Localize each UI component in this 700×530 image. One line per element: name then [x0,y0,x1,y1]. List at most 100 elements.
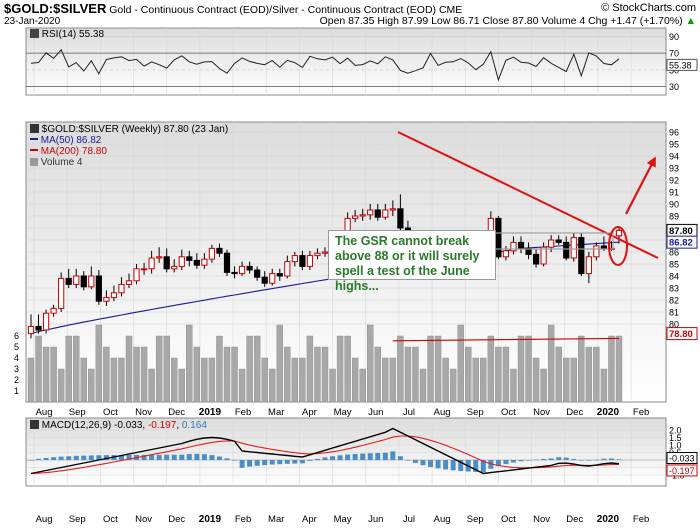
month-label-bottom-price: Sep [69,407,86,418]
macd-histogram-bar [164,454,170,460]
price-tick-label: 83 [669,284,679,294]
candle-body [103,297,110,302]
month-label-bottom-price: Feb [633,407,649,418]
candle-body [502,250,510,258]
volume-bar [487,335,495,403]
volume-bar [148,368,155,403]
rsi-legend: RSI(14) 55.38 [30,29,104,40]
month-label-bottom-price: Aug [36,407,53,418]
month-label-bottom-price: 2020 [597,407,620,418]
volume-bar [118,357,125,403]
month-label-bottom-macd: Aug [36,514,53,525]
price-tick-label: 93 [669,164,679,174]
macd-histogram-bar [548,458,554,460]
volume-bar [547,324,555,403]
macd-histogram-bar [292,460,298,464]
month-label-bottom-price: Jun [368,407,383,418]
volume-bar [480,357,487,403]
volume-bar [57,368,65,403]
volume-bar [502,346,510,403]
rsi-tick-label: 70 [669,49,679,59]
volume-bar [367,324,374,403]
month-label-bottom-price: May [334,407,352,418]
volume-tick-label: 4 [14,353,19,363]
volume-bar [419,368,427,403]
candle-body [284,261,291,277]
month-label-bottom-macd: Apr [302,514,317,525]
macd-histogram-bar [608,458,614,460]
month-label-bottom-macd: Sep [467,514,484,525]
annotation-box: The GSR cannot break above 88 or it will… [328,230,496,293]
candle-body [238,265,246,275]
month-label-bottom-price: Apr [302,407,317,418]
symbol-name: $GOLD:$SILVER [4,1,107,16]
candle-body [555,239,562,243]
month-label-bottom-price: Mar [268,407,284,418]
volume-bar [269,368,276,403]
price-tick-label: 85 [669,260,679,270]
macd-histogram-bar [473,460,479,472]
month-label-bottom-price: Nov [533,407,550,418]
volume-bar [35,335,42,403]
month-label-bottom-price: Nov [135,407,152,418]
rsi-line [30,48,620,82]
macd-histogram-bar [578,460,584,461]
candle-body [186,256,193,261]
month-label-bottom-macd: Feb [633,514,649,525]
macd-histogram-bar [171,454,177,460]
volume-bar [284,346,291,403]
candle-body [254,269,261,278]
macd-histogram-bar [450,460,456,471]
volume-bar [223,346,231,403]
rsi-value-tag-box [666,58,698,71]
macd-histogram-bar [149,454,155,460]
macd-histogram-bar [382,452,388,460]
macd-histogram-bar [224,458,230,460]
close-price-tag: 87.80 [669,226,693,237]
macd-signal-line [30,435,620,475]
macd-histogram-bar [103,455,109,460]
macd-histogram-bar [322,457,328,460]
candle-body [208,247,216,260]
volume-bar [80,357,87,403]
volume-bar [299,357,306,403]
volume-bar [27,357,35,403]
volume-bar [351,357,359,403]
candle-body [352,215,359,219]
month-label-bottom-macd: Nov [533,514,550,525]
macd-histogram-bar [360,453,366,460]
macd-histogram-bar [284,460,290,464]
watermark: © StockCharts.com [601,2,696,14]
volume-bar [442,357,449,403]
macd-label-signal: -0.197 [147,420,177,431]
macd-histogram-bar [428,460,434,467]
macd-histogram-bar [488,460,494,469]
month-label-bottom-macd: Jun [368,514,383,525]
volume-bar [133,346,140,403]
macd-histogram-bar [186,454,192,460]
rsi-panel [25,27,667,96]
candle-body [133,268,140,282]
header-quote: Open 87.35 High 87.99 Low 86.71 Close 87… [320,15,696,27]
candle-body [65,277,72,285]
volume-bar [253,335,261,403]
price-tick-label: 95 [669,140,679,150]
candle-body [163,256,170,270]
candle-body [291,255,298,263]
volume-bar [517,335,525,403]
candle-body [276,273,283,277]
macd-histogram-bar [141,454,147,460]
candle-body [532,253,540,265]
volume-bar [216,335,223,403]
volume-bar [314,346,321,403]
legend-volume: Volume 4 [30,157,228,168]
rsi-label: RSI(14) 55.38 [41,29,105,40]
month-label-bottom-macd: Jul [403,514,415,525]
month-label-bottom-macd: 2019 [199,514,222,525]
volume-bar [374,346,381,403]
month-label-bottom-macd: Aug [434,514,451,525]
legend-title-swatch-icon [30,124,39,133]
month-label-bottom-price: Feb [235,407,251,418]
macd-histogram-bar [495,460,501,467]
legend-volume-swatch-icon [30,158,38,166]
